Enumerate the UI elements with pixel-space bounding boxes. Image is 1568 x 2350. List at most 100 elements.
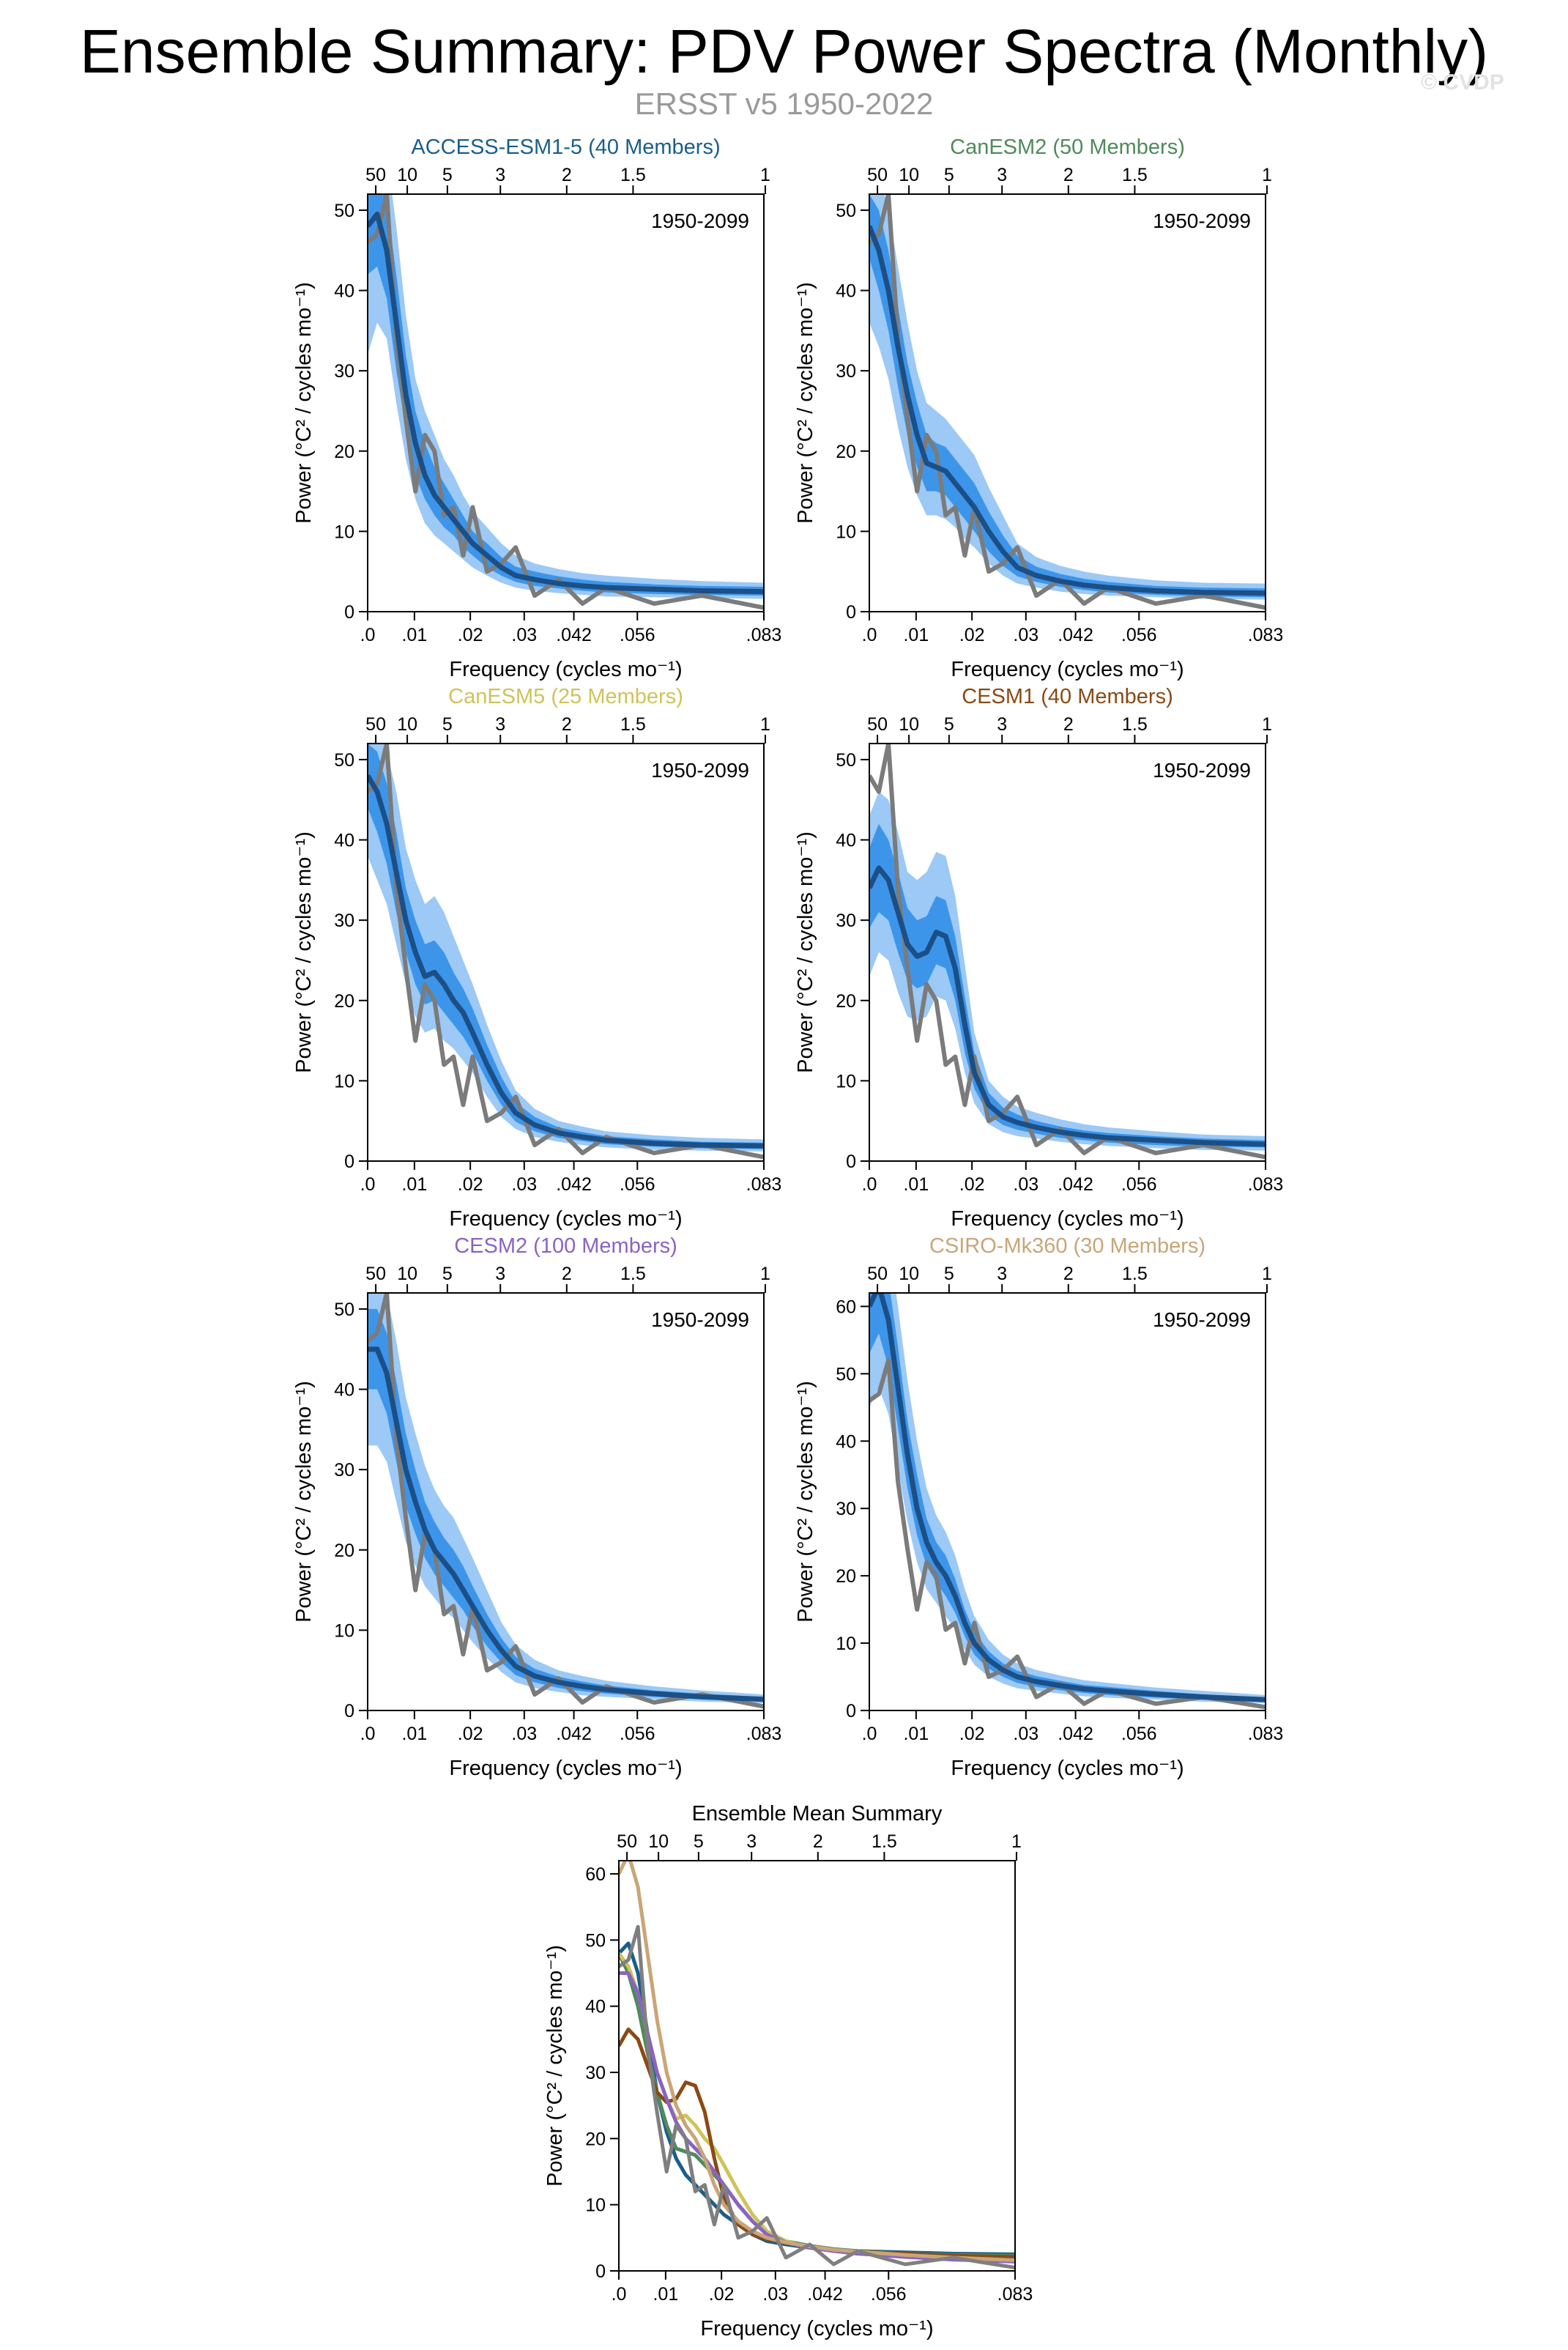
series-line-7 <box>619 1924 1015 2269</box>
period-tick-label: 3 <box>997 714 1007 735</box>
period-tick-label: 1.5 <box>1122 714 1148 735</box>
y-tick-label: 40 <box>836 831 856 851</box>
x-tick-label: .01 <box>903 1724 929 1744</box>
x-tick-label: .0 <box>360 1174 376 1195</box>
period-tick-label: 2 <box>562 714 572 735</box>
x-tick-label: .0 <box>612 2284 627 2305</box>
x-tick-label: .03 <box>1013 1174 1038 1195</box>
panel-title: Ensemble Mean Summary <box>692 1802 943 1825</box>
x-tick-label: .0 <box>360 1724 376 1744</box>
panel-title: CSIRO-Mk360 (30 Members) <box>929 1234 1205 1258</box>
period-tick-label: 5 <box>442 165 453 185</box>
x-tick-label: .0 <box>862 1724 877 1744</box>
period-tick-label: 5 <box>944 1264 954 1284</box>
period-tick-label: 1 <box>760 714 770 735</box>
period-tick-label: 10 <box>899 1264 919 1284</box>
x-tick-label: .083 <box>1248 1724 1284 1744</box>
plot-area <box>368 194 764 610</box>
period-tick-label: 50 <box>867 165 888 185</box>
band-p25-p75 <box>869 194 1266 598</box>
plot-frame <box>869 1292 1266 1711</box>
period-tick-label: 50 <box>365 714 386 735</box>
copyright-watermark: © CVDP <box>1421 70 1504 94</box>
x-tick-label: .083 <box>746 1724 782 1744</box>
y-tick-label: 20 <box>836 1566 856 1587</box>
y-tick-label: 10 <box>836 1071 856 1091</box>
x-tick-label: .02 <box>959 625 985 645</box>
x-tick-label: .03 <box>511 625 537 645</box>
period-tick-label: 10 <box>397 1264 417 1284</box>
plot-frame <box>618 1860 1016 2272</box>
y-tick-label: 50 <box>836 750 856 771</box>
y-tick-label: 30 <box>334 911 354 931</box>
y-tick-label: 60 <box>836 1297 856 1317</box>
y-axis-label: Power (°C² / cycles mo⁻¹) <box>794 831 817 1073</box>
chart-panel-1: 0 10 20 30 40 50 .0 .01 .02 .03 .042 .056 .083 50 10 5 3… <box>292 136 781 681</box>
series-line-4 <box>619 2027 1015 2259</box>
y-tick-label: 10 <box>334 1620 354 1641</box>
y-tick-label: 30 <box>836 361 856 382</box>
x-tick-label: .056 <box>620 1724 655 1744</box>
y-tick-label: 20 <box>334 442 354 462</box>
series-ensemble-mean <box>869 225 1266 596</box>
y-tick-label: 20 <box>585 2129 606 2149</box>
y-tick-label: 60 <box>585 1864 606 1885</box>
period-tick-label: 1 <box>1011 1831 1022 1852</box>
y-tick-label: 10 <box>836 522 856 542</box>
x-tick-label: .02 <box>458 625 483 645</box>
y-tick-label: 40 <box>334 281 354 302</box>
period-tick-label: 2 <box>813 1831 823 1852</box>
period-tick-label: 1.5 <box>1122 165 1148 185</box>
period-tick-label: 2 <box>562 165 572 185</box>
x-tick-label: .042 <box>556 625 592 645</box>
series-observations <box>869 1357 1266 1710</box>
band-p10-p90 <box>368 1293 764 1704</box>
x-axis-label: Frequency (cycles mo⁻¹) <box>449 1207 682 1231</box>
period-tick-label: 1 <box>760 165 770 185</box>
period-tick-label: 5 <box>944 714 954 735</box>
y-tick-label: 10 <box>585 2195 606 2216</box>
series-observations <box>368 1293 764 1709</box>
x-tick-label: .056 <box>1121 1724 1157 1744</box>
x-tick-label: .056 <box>620 625 655 645</box>
series-observations <box>368 194 764 610</box>
x-tick-label: .01 <box>401 1724 427 1744</box>
x-axis-label: Frequency (cycles mo⁻¹) <box>951 1207 1184 1231</box>
period-tick-label: 1 <box>1262 714 1272 735</box>
y-tick-label: 20 <box>836 442 856 462</box>
y-tick-label: 0 <box>595 2261 606 2282</box>
plot-area <box>869 744 1266 1160</box>
period-tick-label: 2 <box>1063 714 1074 735</box>
period-tick-label: 3 <box>997 165 1007 185</box>
y-tick-label: 40 <box>836 1431 856 1452</box>
panel-title: CESM2 (100 Members) <box>454 1234 677 1258</box>
chart-panel-6: 0 10 20 30 40 50 60 .0 .01 .02 .03 .042 .056 .083 50 10… <box>794 1234 1284 1780</box>
x-tick-label: .03 <box>511 1724 537 1744</box>
plot-frame <box>869 743 1266 1162</box>
x-tick-label: .02 <box>458 1724 483 1744</box>
x-tick-label: .01 <box>653 2284 678 2305</box>
period-tick-label: 5 <box>442 714 453 735</box>
x-tick-label: .0 <box>862 625 877 645</box>
plot-frame <box>367 1292 765 1711</box>
x-tick-label: .042 <box>1058 1724 1093 1744</box>
chart-panel-4: 0 10 20 30 40 50 .0 .01 .02 .03 .042 .056 .083 50 10 5 3… <box>794 685 1283 1231</box>
y-tick-label: 0 <box>846 602 856 623</box>
y-tick-label: 0 <box>846 1152 856 1172</box>
y-axis-label: Power (°C² / cycles mo⁻¹) <box>794 282 817 524</box>
y-tick-label: 0 <box>344 1152 354 1172</box>
period-tick-label: 50 <box>867 1264 888 1284</box>
panel-title: ACCESS-ESM1-5 (40 Members) <box>411 136 720 159</box>
period-tick-label: 3 <box>495 1264 505 1284</box>
plot-area <box>368 1293 764 1709</box>
series-ensemble-mean <box>869 1293 1266 1702</box>
x-tick-label: .03 <box>1013 625 1038 645</box>
x-tick-label: .0 <box>360 625 376 645</box>
y-axis-label: Power (°C² / cycles mo⁻¹) <box>794 1381 817 1623</box>
y-tick-label: 0 <box>846 1701 856 1721</box>
plot-area <box>869 194 1266 610</box>
y-tick-label: 50 <box>836 201 856 221</box>
x-tick-label: .03 <box>511 1174 537 1195</box>
period-tick-label: 1.5 <box>620 1264 646 1284</box>
period-tick-label: 1.5 <box>872 1831 897 1852</box>
